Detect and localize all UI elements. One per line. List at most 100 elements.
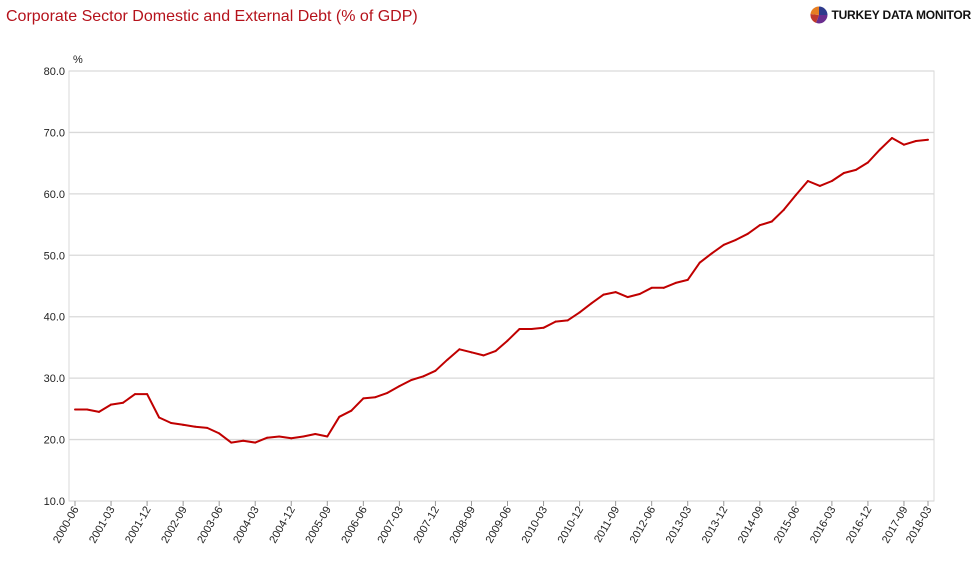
data-point — [842, 171, 845, 174]
data-point — [830, 179, 833, 182]
x-tick-label: 2010-12 — [556, 505, 587, 546]
data-point — [674, 281, 677, 284]
y-tick-label: 40.0 — [44, 312, 65, 324]
data-point — [182, 423, 185, 426]
data-point — [194, 425, 197, 428]
data-point — [902, 143, 905, 146]
data-point — [110, 403, 113, 406]
x-tick-label: 2003-06 — [195, 505, 226, 546]
data-point — [410, 378, 413, 381]
data-point — [734, 238, 737, 241]
data-point — [422, 375, 425, 378]
x-tick-label: 2005-09 — [303, 505, 334, 546]
data-point — [458, 348, 461, 351]
data-point — [566, 319, 569, 322]
data-point — [254, 441, 257, 444]
data-point — [686, 278, 689, 281]
x-tick-label: 2001-03 — [87, 505, 118, 546]
y-tick-label: 60.0 — [44, 189, 65, 201]
series-line — [75, 137, 929, 444]
data-point — [278, 435, 281, 438]
x-tick-label: 2000-06 — [51, 505, 82, 546]
data-point — [698, 261, 701, 264]
x-tick-label: 2006-06 — [339, 505, 370, 546]
data-point — [746, 232, 749, 235]
data-point — [722, 243, 725, 246]
data-point — [386, 391, 389, 394]
data-point — [338, 415, 341, 418]
data-point — [530, 328, 533, 330]
data-point — [230, 441, 233, 444]
data-point — [602, 293, 605, 296]
data-point — [134, 393, 137, 396]
x-tick-label: 2002-09 — [159, 505, 190, 546]
y-axis-unit: % — [73, 54, 83, 66]
x-tick-label: 2011-09 — [592, 505, 622, 545]
y-tick-label: 70.0 — [44, 127, 65, 139]
data-point — [362, 397, 365, 400]
data-point — [794, 194, 797, 197]
data-point — [170, 421, 173, 424]
data-point — [86, 408, 89, 411]
data-point — [614, 291, 617, 294]
x-axis-ticks: 2000-06 2001-03 2001-12 2002-09 2003-06 2004-… — [51, 501, 935, 545]
data-point — [326, 435, 329, 438]
data-point — [626, 296, 629, 299]
data-point — [542, 326, 545, 329]
data-point — [434, 369, 437, 372]
data-point — [398, 385, 401, 388]
y-tick-label: 10.0 — [44, 496, 65, 508]
data-point — [350, 409, 353, 412]
data-point — [470, 351, 473, 354]
data-point — [158, 416, 161, 419]
data-point — [758, 224, 761, 227]
data-point — [494, 350, 497, 353]
x-tick-label: 2013-03 — [664, 505, 695, 546]
data-point — [206, 426, 209, 429]
x-tick-label: 2009-06 — [484, 505, 515, 546]
data-point — [638, 292, 641, 295]
data-point — [314, 433, 317, 436]
chart-title: Corporate Sector Domestic and External D… — [6, 8, 418, 25]
data-point — [122, 401, 125, 404]
x-tick-label: 2012-06 — [628, 505, 659, 546]
x-tick-label: 2014-09 — [736, 505, 767, 546]
brand-name: TURKEY DATA MONITOR — [831, 8, 971, 22]
data-point — [650, 286, 653, 289]
x-tick-label: 2010-03 — [520, 505, 551, 546]
x-tick-label: 2007-03 — [375, 505, 406, 546]
data-point — [146, 393, 149, 396]
data-point — [854, 168, 857, 171]
data-point — [218, 432, 221, 435]
data-point — [890, 136, 893, 139]
pie-logo-icon — [810, 6, 828, 24]
x-tick-label: 2004-03 — [231, 505, 262, 546]
y-tick-label: 20.0 — [44, 435, 65, 447]
y-tick-label: 50.0 — [44, 250, 65, 262]
data-point — [782, 208, 785, 211]
x-tick-label: 2015-06 — [772, 505, 803, 546]
brand-logo: TURKEY DATA MONITOR — [810, 6, 971, 24]
data-point — [446, 358, 449, 361]
data-point — [266, 436, 269, 439]
data-point — [374, 396, 377, 399]
data-point — [506, 339, 509, 342]
data-point — [590, 302, 593, 305]
x-tick-label: 2016-03 — [808, 505, 839, 546]
y-tick-label: 80.0 — [44, 66, 65, 78]
data-point — [710, 252, 713, 255]
data-point — [926, 138, 929, 141]
data-point — [290, 437, 293, 440]
data-point — [818, 184, 821, 187]
data-point — [914, 140, 917, 143]
series-group — [74, 136, 929, 444]
plot-area-frame — [68, 70, 935, 502]
data-point — [302, 435, 305, 438]
data-point — [518, 328, 521, 330]
y-tick-label: 30.0 — [44, 373, 65, 385]
data-point — [578, 311, 581, 314]
data-point — [866, 161, 869, 164]
y-axis-ticks: 10.0 20.0 30.0 40.0 50.0 60.0 70.0 80.0 — [44, 66, 65, 508]
data-point — [74, 408, 77, 411]
